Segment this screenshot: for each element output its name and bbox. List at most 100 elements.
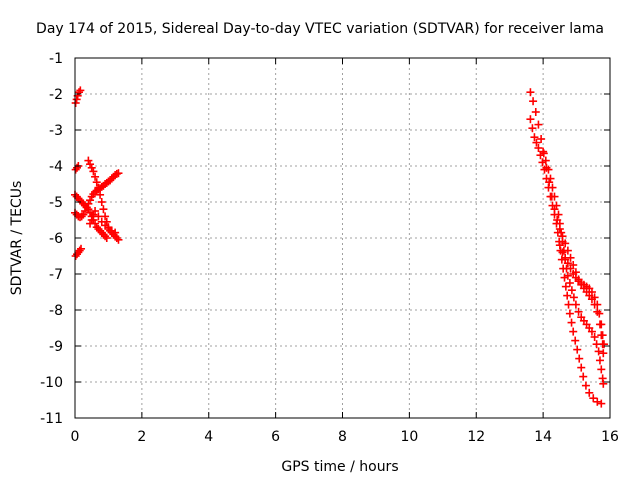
data-point — [552, 201, 561, 210]
y-tick-label: -3 — [49, 123, 63, 139]
data-point — [558, 248, 567, 257]
data-point — [557, 228, 566, 237]
data-point — [559, 246, 568, 255]
data-point — [585, 388, 594, 397]
data-point — [531, 108, 540, 116]
data-point — [550, 192, 559, 201]
data-points — [71, 86, 608, 408]
x-tick-label: 2 — [137, 429, 146, 445]
data-point — [577, 363, 586, 372]
x-tick-label: 16 — [601, 429, 619, 445]
data-point — [555, 219, 564, 228]
data-point — [86, 160, 95, 169]
x-tick-label: 10 — [400, 429, 418, 445]
y-tick-label: -5 — [49, 195, 63, 211]
data-point — [539, 147, 548, 156]
data-point — [89, 167, 98, 176]
data-point — [534, 144, 543, 152]
data-point — [526, 88, 535, 97]
data-point — [73, 163, 82, 172]
data-point — [555, 241, 564, 250]
data-point — [566, 264, 575, 273]
y-axis-label: SDTVAR / TECUs — [9, 181, 25, 296]
y-tick-label: -11 — [40, 411, 63, 427]
data-point — [87, 163, 96, 172]
data-point — [72, 95, 81, 104]
data-point — [587, 327, 596, 336]
data-point — [76, 86, 85, 95]
data-point — [563, 271, 572, 280]
data-point — [111, 228, 120, 237]
data-point — [91, 207, 100, 215]
x-tick-label: 6 — [271, 429, 280, 445]
data-point — [563, 259, 572, 268]
data-point — [82, 203, 91, 212]
data-point — [599, 379, 608, 388]
data-point — [94, 212, 103, 221]
data-point — [102, 234, 111, 242]
data-point — [114, 235, 123, 244]
x-tick-label: 0 — [71, 429, 80, 445]
data-point — [561, 282, 570, 291]
y-tick-label: -9 — [49, 339, 63, 355]
data-point — [598, 331, 607, 340]
data-point — [91, 172, 100, 181]
data-point — [114, 169, 123, 178]
data-point — [590, 293, 599, 302]
data-point — [84, 199, 93, 208]
x-tick-labels: 0 2 4 6 8 10 12 14 16 — [71, 429, 619, 445]
data-point — [534, 120, 543, 129]
data-point — [574, 307, 583, 316]
data-point — [565, 309, 574, 318]
data-point — [541, 156, 550, 165]
data-point — [594, 347, 603, 356]
y-tick-label: -1 — [49, 51, 63, 67]
data-point — [537, 135, 546, 143]
data-point — [561, 253, 570, 262]
y-tick-label: -10 — [40, 375, 63, 391]
y-tick-label: -7 — [49, 267, 63, 283]
data-point — [544, 165, 553, 174]
data-point — [590, 333, 599, 341]
data-point — [563, 291, 572, 300]
x-tick-label: 14 — [534, 429, 552, 445]
y-tick-label: -4 — [49, 159, 63, 175]
data-point — [548, 183, 557, 192]
x-tick-label: 8 — [338, 429, 347, 445]
data-point — [567, 286, 576, 295]
data-point — [92, 178, 101, 187]
data-point — [71, 99, 80, 107]
data-point — [101, 212, 110, 221]
data-point — [532, 138, 541, 147]
data-point — [77, 244, 86, 253]
data-point — [599, 349, 608, 358]
data-point — [593, 397, 602, 406]
data-point — [579, 372, 588, 381]
data-point — [94, 183, 103, 192]
data-point — [101, 232, 110, 241]
data-point — [569, 293, 578, 302]
data-point — [96, 190, 105, 199]
data-point — [528, 124, 537, 133]
data-point — [75, 88, 84, 97]
data-point — [77, 212, 86, 221]
x-tick-label: 4 — [204, 429, 213, 445]
data-point — [87, 216, 96, 224]
data-point — [86, 219, 95, 228]
data-point — [526, 115, 535, 124]
axis-ticks — [74, 57, 611, 419]
data-point — [89, 210, 98, 219]
chart-title: Day 174 of 2015, Sidereal Day-to-day VTE… — [36, 21, 604, 37]
data-point — [565, 279, 574, 287]
data-point — [599, 340, 608, 349]
grid-lines — [75, 58, 610, 418]
data-point — [595, 356, 604, 365]
data-point — [75, 246, 84, 255]
data-point — [571, 300, 580, 309]
data-point — [575, 354, 584, 363]
data-point — [587, 288, 596, 296]
data-point — [592, 340, 601, 349]
data-point — [595, 309, 604, 318]
data-point — [554, 210, 563, 219]
